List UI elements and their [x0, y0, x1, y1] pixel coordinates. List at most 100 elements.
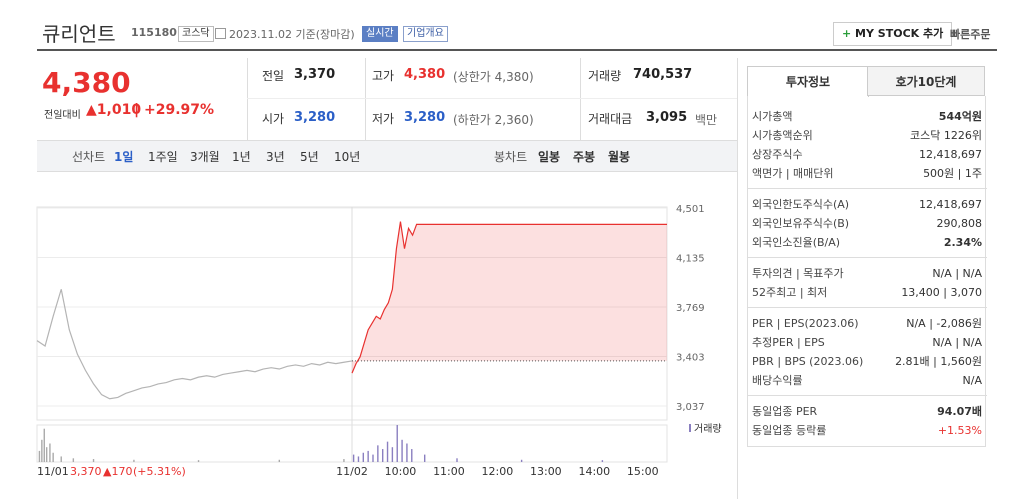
price-line: [351, 221, 667, 374]
volume-bar: [352, 454, 355, 462]
info-row: 외국인한도주식수(A) 12,418,697: [752, 196, 982, 214]
info-label: 외국인보유주식수(B): [752, 217, 850, 230]
divider: [580, 58, 581, 140]
summary-note: (하한가 2,360): [453, 113, 534, 127]
summary-label: 시가: [262, 112, 285, 126]
change-label: 전일대비: [44, 110, 81, 121]
volume-bar: [38, 450, 41, 462]
realtime-badge[interactable]: 실시간: [362, 26, 398, 42]
info-label: PER | EPS(2023.06): [752, 317, 859, 330]
info-label: 추정PER | EPS: [752, 336, 825, 349]
volume-bar: [133, 459, 135, 462]
volume-bar: [411, 449, 413, 462]
period-tab[interactable]: 1일: [114, 150, 134, 164]
volume-bar: [423, 454, 426, 462]
summary-label: 거래량: [588, 69, 622, 83]
tab-label: 봉차트: [494, 150, 528, 164]
volume-bar: [406, 443, 408, 462]
summary-value: 740,537: [633, 67, 693, 82]
summary-value: 3,280: [294, 110, 336, 125]
info-row: 시가총액 544억원: [752, 108, 982, 126]
info-value: 290,808: [936, 217, 983, 230]
period-tab[interactable]: 5년: [300, 150, 319, 164]
info-value: 12,418,697: [919, 198, 982, 211]
panel-tab[interactable]: 호가10단계: [867, 66, 985, 96]
volume-bar: [377, 445, 379, 462]
candle-tab[interactable]: 주봉: [573, 150, 596, 164]
summary-label: 거래대금: [588, 112, 633, 126]
x-tick-label: 11/01: [37, 465, 69, 478]
volume-bar: [386, 441, 389, 462]
volume-bar: [60, 456, 62, 462]
volume-bar: [278, 459, 281, 462]
divider: [365, 58, 366, 140]
candle-tab[interactable]: 일봉: [538, 150, 561, 164]
y-tick-label: 3,037: [676, 402, 705, 413]
summary-label: 고가: [372, 69, 395, 83]
info-label: 투자의견 | 목표주가: [752, 267, 844, 280]
candle-tab[interactable]: 월봉: [608, 150, 631, 164]
info-label: 동일업종 등락률: [752, 424, 827, 437]
company-info[interactable]: 기업개요: [403, 26, 448, 42]
info-row: 동일업종 PER 94.07배: [752, 403, 982, 421]
volume-bar: [362, 452, 365, 462]
info-row: 배당수익률 N/A: [752, 372, 982, 390]
mystock-button[interactable]: + MY STOCK 추가: [833, 22, 953, 46]
x-tick-label: 11:00: [433, 465, 465, 478]
period-tab[interactable]: 10년: [334, 150, 361, 164]
panel-tab[interactable]: 투자정보: [747, 66, 869, 97]
volume-bar: [396, 425, 398, 462]
info-label: 외국인소진율(B/A): [752, 236, 841, 249]
footer-change: ▲170: [103, 465, 132, 478]
info-value: 12,418,697: [919, 148, 982, 161]
summary-label: 저가: [372, 112, 395, 126]
market-badge: 코스닥: [178, 26, 214, 42]
info-value: N/A | N/A: [932, 336, 982, 349]
volume-bar: [401, 439, 403, 462]
info-row: 상장주식수 12,418,697: [752, 146, 982, 164]
volume-bar: [456, 458, 458, 462]
info-row: 52주최고 | 최저 13,400 | 3,070: [752, 284, 982, 302]
info-row: 외국인소진율(B/A) 2.34%: [752, 234, 982, 252]
stock-name: 큐리언트: [42, 22, 116, 46]
info-value: 544억원: [938, 110, 982, 123]
info-value: N/A | N/A: [932, 267, 982, 280]
section-divider: [747, 307, 987, 308]
section-divider: [747, 188, 987, 189]
period-tab[interactable]: 3년: [266, 150, 285, 164]
volume-bar: [197, 460, 200, 462]
summary-value: 3,280: [404, 110, 446, 125]
rate: | +29.97%: [134, 102, 215, 118]
info-row: 추정PER | EPS N/A | N/A: [752, 334, 982, 352]
price-area: [352, 221, 667, 374]
divider: [737, 58, 738, 499]
info-label: 외국인한도주식수(A): [752, 198, 850, 211]
info-label: 동일업종 PER: [752, 405, 818, 418]
volume-bar: [49, 443, 51, 462]
volume-bar: [520, 459, 523, 462]
summary-note: 백만: [695, 113, 718, 127]
chart: 4,501 4,135 3,769 3,403 3,037 11/01 11/02 10:00…: [36, 204, 722, 478]
info-row: 시가총액순위 코스닥 1226위: [752, 127, 982, 145]
info-value: 2.34%: [943, 236, 982, 249]
volume-bar: [391, 447, 394, 462]
volume-bar: [92, 459, 95, 462]
summary-label: 전일: [262, 69, 285, 83]
x-tick-label: 15:00: [627, 465, 659, 478]
volume-bar: [372, 454, 374, 462]
divider: [247, 58, 248, 140]
quick-order[interactable]: 빠른주문: [950, 28, 991, 41]
info-label: 상장주식수: [752, 148, 803, 161]
period-tab[interactable]: 3개월: [190, 150, 220, 164]
volume-legend: 거래량: [694, 423, 722, 435]
period-tab[interactable]: 1주일: [148, 150, 178, 164]
volume-bar: [601, 460, 604, 462]
period-tab[interactable]: 1년: [232, 150, 251, 164]
info-label: 시가총액: [752, 110, 793, 123]
info-row: 액면가 | 매매단위 500원 | 1주: [752, 165, 982, 183]
info-value: 500원 | 1주: [923, 167, 982, 180]
section-divider: [747, 395, 987, 396]
info-row: 투자의견 | 목표주가 N/A | N/A: [752, 265, 982, 283]
info-row: PER | EPS(2023.06) N/A | -2,086원: [752, 315, 982, 333]
volume-frame: [36, 424, 668, 463]
